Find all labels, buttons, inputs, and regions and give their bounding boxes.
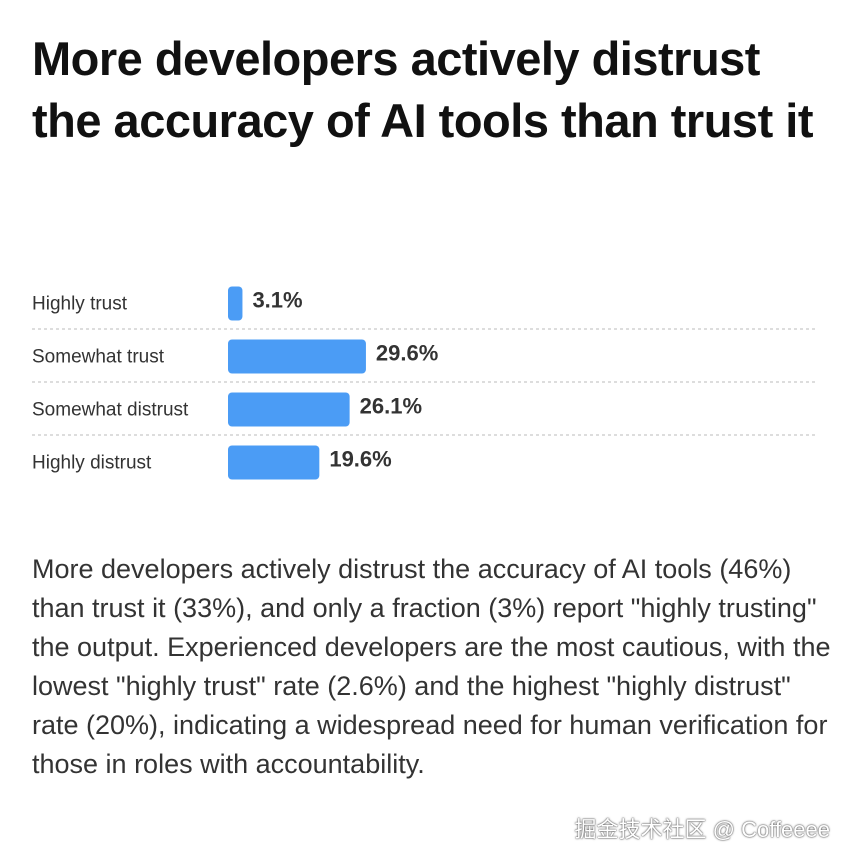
value-label: 3.1% (252, 287, 302, 312)
paragraph: More developers actively distrust the ac… (32, 554, 831, 779)
bar (228, 392, 350, 427)
bar (228, 286, 243, 321)
category-label: Somewhat distrust (32, 400, 189, 421)
watermark: 掘金技术社区 @ Coffeeee (574, 817, 830, 842)
value-label: 29.6% (376, 340, 438, 365)
bar (228, 339, 366, 374)
chart: Highly trust Somewhat trust Somewhat distr… (32, 286, 818, 480)
value-label: 19.6% (329, 446, 391, 471)
category-label: Highly distrust (32, 453, 152, 474)
category-label: Highly trust (32, 294, 128, 315)
category-label: Somewhat trust (32, 347, 165, 368)
title: More developers actively distrust the ac… (32, 32, 814, 147)
bar (228, 445, 320, 480)
value-label: 26.1% (360, 393, 422, 418)
